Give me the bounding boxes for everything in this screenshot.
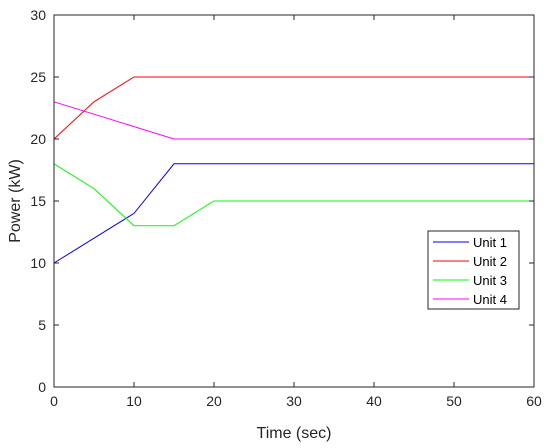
x-tick-label: 60 [526, 393, 542, 409]
x-tick-label: 0 [50, 393, 58, 409]
legend: Unit 1 Unit 2 Unit 3 Unit 4 [427, 230, 520, 310]
x-tick-label: 10 [126, 393, 142, 409]
y-tick-label: 0 [38, 379, 46, 395]
x-tick-label: 40 [366, 393, 382, 409]
x-axis-label: Time (sec) [257, 425, 332, 442]
y-tick-label: 15 [30, 193, 46, 209]
y-tick-label: 20 [30, 131, 46, 147]
y-tick-label: 5 [38, 317, 46, 333]
x-tick-label: 50 [446, 393, 462, 409]
legend-label-unit-1: Unit 1 [473, 235, 507, 250]
series-line-unit-3 [53, 163, 534, 227]
y-tick-label: 10 [30, 255, 46, 271]
y-tick-label: 25 [30, 69, 46, 85]
series-line-unit-1 [53, 163, 534, 264]
series-layer [53, 76, 534, 264]
x-tick-label: 20 [206, 393, 222, 409]
series-line-unit-2 [53, 76, 534, 140]
legend-label-unit-3: Unit 3 [473, 273, 507, 288]
x-tick-label: 30 [286, 393, 302, 409]
ticks-layer: 0 10 20 30 40 50 60 0 5 10 15 20 25 30 [30, 7, 542, 409]
series-line-unit-4 [53, 101, 534, 140]
legend-box [427, 230, 520, 310]
legend-label-unit-2: Unit 2 [473, 254, 507, 269]
legend-label-unit-4: Unit 4 [473, 292, 507, 307]
y-axis-label: Power (kW) [7, 159, 24, 243]
y-tick-label: 30 [30, 7, 46, 23]
